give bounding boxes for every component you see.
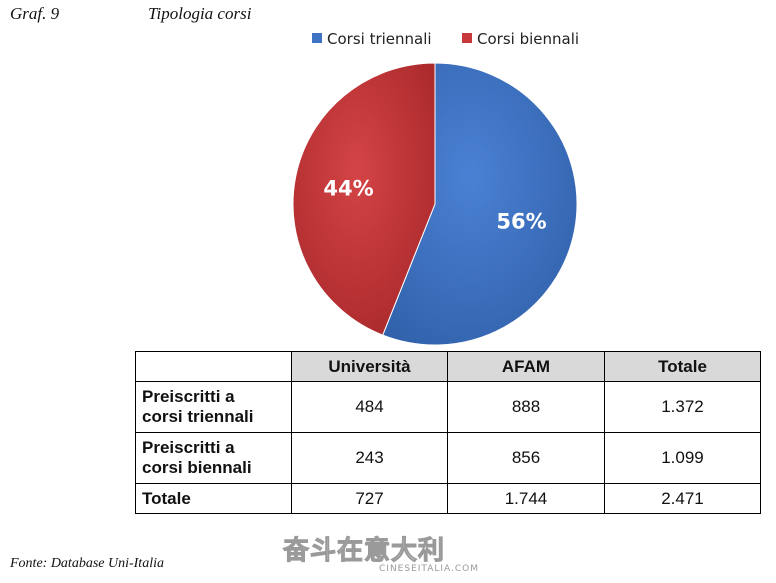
- table-row: Preiscritti a corsi triennali 484 888 1.3…: [135, 381, 761, 433]
- table-header-row: Università AFAM Totale: [135, 351, 761, 382]
- figure-title: Tipologia corsi: [148, 4, 252, 23]
- table-cell: 1.372: [604, 381, 761, 433]
- table-cell: 1.099: [604, 432, 761, 484]
- row-header-totale: Totale: [135, 483, 292, 514]
- table-cell: 243: [291, 432, 448, 484]
- table-cell: 888: [447, 381, 605, 433]
- chart-legend: Corsi triennali Corsi biennali: [312, 30, 579, 48]
- legend-swatch-corsi-triennali: [312, 33, 322, 43]
- pie-chart: Corsi triennali Corsi biennali 56% 44%: [292, 30, 579, 346]
- pie-slices: [292, 62, 578, 346]
- figure-number: Graf. 9: [10, 4, 60, 23]
- watermark-domain: CINESEITALIA.COM: [379, 564, 480, 574]
- row-header-biennali: Preiscritti a corsi biennali: [135, 432, 292, 484]
- watermark-logo: 奋斗在意大利 CINESEITALIA.COM: [282, 528, 498, 576]
- enrolment-table: Università AFAM Totale Preiscritti a cors…: [135, 351, 761, 514]
- watermark-brand: 奋斗在意大利: [282, 536, 446, 567]
- pie-slice-corsi-triennali: [382, 62, 578, 346]
- source-note: Fonte: Database Uni-Italia: [10, 556, 164, 571]
- column-header-totale: Totale: [604, 351, 761, 382]
- table-cell: 2.471: [604, 483, 761, 514]
- legend-label-corsi-triennali: Corsi triennali: [327, 30, 432, 48]
- table-cell: 727: [291, 483, 448, 514]
- pie-labels: 56% 44%: [323, 177, 546, 234]
- pie-slice-corsi-biennali: [292, 62, 436, 336]
- legend-label-corsi-biennali: Corsi biennali: [477, 30, 579, 48]
- legend-swatch-corsi-biennali: [462, 33, 472, 43]
- column-header-universita: Università: [291, 351, 448, 382]
- table-cell: 1.744: [447, 483, 605, 514]
- table-row-total: Totale 727 1.744 2.471: [135, 483, 761, 514]
- pie-label-corsi-biennali: 44%: [323, 177, 373, 201]
- table-corner-cell: [135, 351, 292, 382]
- table-cell: 484: [291, 381, 448, 433]
- table-row: Preiscritti a corsi biennali 243 856 1.09…: [135, 432, 761, 484]
- table-cell: 856: [447, 432, 605, 484]
- column-header-afam: AFAM: [447, 351, 605, 382]
- pie-label-corsi-triennali: 56%: [496, 209, 546, 233]
- row-header-triennali: Preiscritti a corsi triennali: [135, 381, 292, 433]
